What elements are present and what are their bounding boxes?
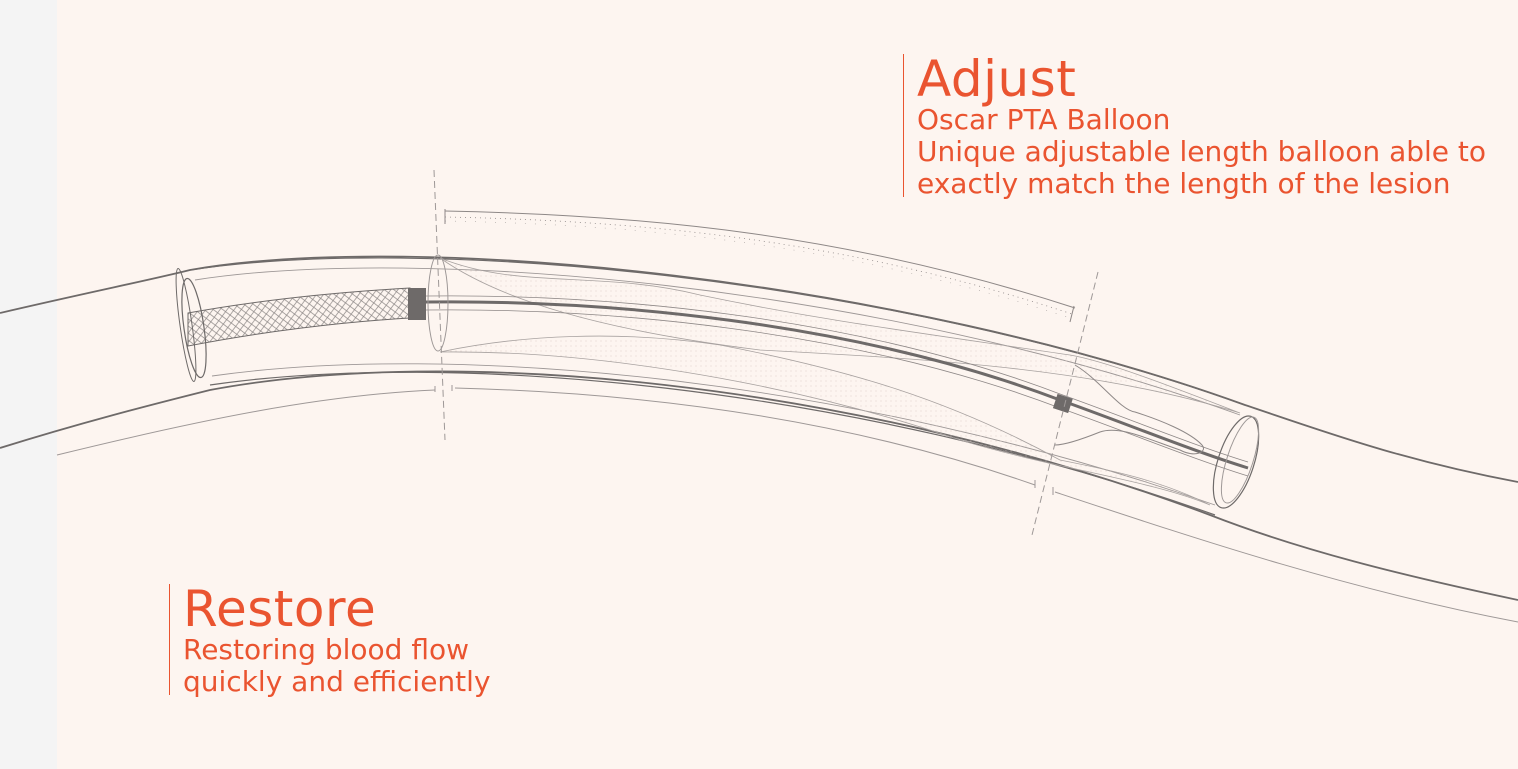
callout-adjust: Adjust Oscar PTA Balloon Unique adjustab…	[903, 50, 1487, 200]
callout-adjust-line2: exactly match the length of the lesion	[917, 167, 1451, 200]
callout-adjust-product: Oscar PTA Balloon	[917, 103, 1171, 136]
marker-band-proximal	[408, 288, 426, 320]
vessel-outer-contour	[56, 387, 1518, 623]
braided-shaft	[187, 287, 411, 347]
marker-band-distal	[1052, 393, 1073, 414]
vessel-upper-wall	[0, 255, 1518, 483]
lesion-boundary-right	[1031, 271, 1099, 536]
callout-restore-line2: quickly and efficiently	[183, 665, 491, 698]
callout-restore-headline: Restore	[183, 580, 377, 638]
vessel-lower-wall	[0, 370, 1518, 601]
callout-adjust-headline: Adjust	[917, 50, 1077, 108]
guidewire	[425, 300, 1249, 470]
tube-upper-edge	[189, 257, 1246, 406]
callout-restore: Restore Restoring blood flow quickly and…	[169, 580, 491, 698]
left-margin	[0, 0, 57, 769]
lesion-boundary-left	[433, 169, 446, 441]
plaque-upper	[439, 257, 1241, 414]
balloon-tip	[1054, 364, 1204, 455]
callout-restore-line1: Restoring blood flow	[183, 633, 469, 666]
plaque-lower	[439, 335, 1211, 506]
callout-adjust-line1: Unique adjustable length balloon able to	[917, 135, 1487, 168]
measurement-ruler	[444, 210, 1076, 309]
